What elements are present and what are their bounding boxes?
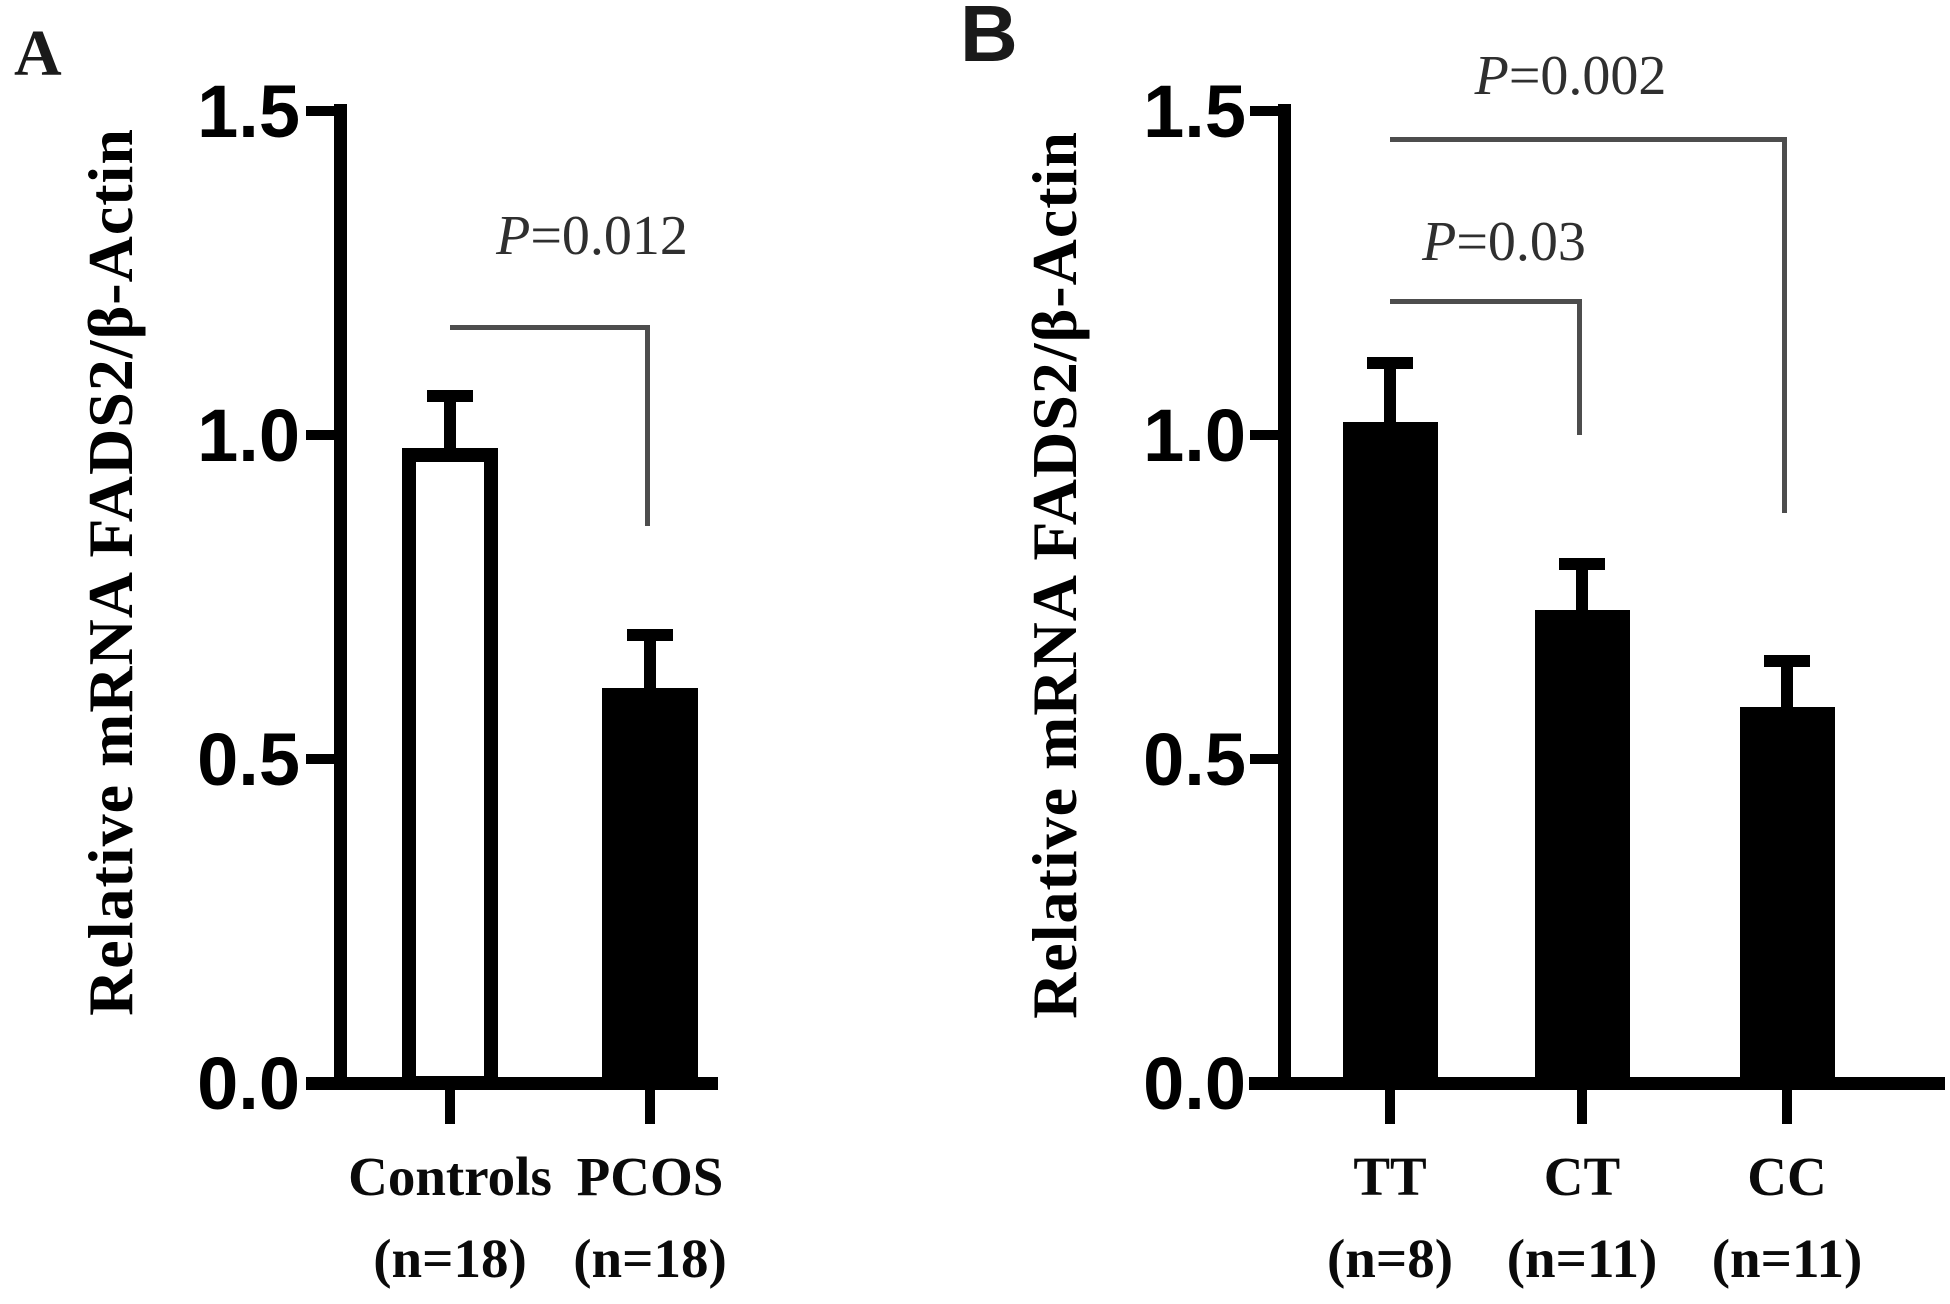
y-axis-panel-a <box>334 104 347 1090</box>
significance-bracket-line-panel-b <box>1390 137 1787 142</box>
error-bar-cap-pcos <box>627 629 673 641</box>
x-category-label-controls: Controls (n=18) <box>280 1136 620 1300</box>
p-value-label-panel-b: P=0.03 <box>1274 210 1734 274</box>
y-axis-panel-b <box>1278 104 1291 1090</box>
error-bar-cap-cc <box>1764 655 1810 667</box>
x-category-label-tt: TT (n=8) <box>1240 1136 1540 1300</box>
significance-bracket-drop-panel-b <box>1577 299 1582 435</box>
panel-b-letter: B <box>960 0 1018 78</box>
x-tick-ct <box>1577 1090 1587 1124</box>
panel-a-letter: A <box>14 17 62 90</box>
p-value-label-panel-b: P=0.002 <box>1341 44 1801 108</box>
bar-controls <box>402 448 498 1090</box>
error-bar-cap-controls <box>427 390 473 402</box>
error-bar-stem-cc <box>1781 655 1793 711</box>
significance-bracket-drop-panel-a <box>645 325 650 526</box>
y-axis-title-panel-b: Relative mRNA FADS2/β-Actin <box>1019 131 1090 1019</box>
x-category-label-ct: CT (n=11) <box>1432 1136 1732 1300</box>
y-tick-label-panel-b: 1.5 <box>1143 69 1246 153</box>
y-tick-panel-b <box>1250 106 1278 116</box>
y-tick-panel-a <box>306 430 334 440</box>
y-tick-label-panel-a: 1.0 <box>197 393 300 477</box>
x-category-line: Controls <box>348 1146 552 1207</box>
bar-ct <box>1534 610 1630 1090</box>
p-value-label-panel-a: P=0.012 <box>362 204 822 268</box>
p-symbol: P <box>1422 211 1457 273</box>
x-category-line: (n=18) <box>573 1228 727 1289</box>
y-tick-panel-a <box>306 106 334 116</box>
error-bar-stem-tt <box>1384 357 1396 426</box>
x-tick-tt <box>1385 1090 1395 1124</box>
x-category-line: TT <box>1353 1146 1427 1207</box>
x-tick-controls <box>445 1090 455 1124</box>
p-symbol: P <box>496 205 531 267</box>
x-category-line: (n=11) <box>1506 1228 1658 1289</box>
x-tick-pcos <box>645 1090 655 1124</box>
x-category-line: (n=11) <box>1711 1228 1863 1289</box>
x-category-line: CC <box>1747 1146 1827 1207</box>
y-tick-label-panel-a: 0.0 <box>197 1041 300 1125</box>
x-tick-cc <box>1782 1090 1792 1124</box>
error-bar-stem-pcos <box>644 629 656 692</box>
p-symbol: P <box>1474 45 1509 107</box>
y-tick-label-panel-b: 0.0 <box>1143 1041 1246 1125</box>
x-category-line: (n=8) <box>1326 1228 1454 1289</box>
significance-bracket-line-panel-b <box>1390 299 1582 304</box>
y-tick-panel-a <box>306 754 334 764</box>
y-tick-label-panel-b: 1.0 <box>1143 393 1246 477</box>
bar-pcos <box>602 688 698 1090</box>
x-category-line: PCOS <box>576 1146 724 1207</box>
significance-bracket-line-panel-a <box>450 325 650 330</box>
error-bar-cap-tt <box>1367 357 1413 369</box>
p-value-text: =0.002 <box>1508 45 1667 107</box>
y-tick-panel-b <box>1250 430 1278 440</box>
bar-cc <box>1739 707 1835 1090</box>
error-bar-cap-ct <box>1559 558 1605 570</box>
significance-bracket-drop-panel-b <box>1782 137 1787 513</box>
y-tick-label-panel-b: 0.5 <box>1143 717 1246 801</box>
x-category-label-cc: CC (n=11) <box>1637 1136 1937 1300</box>
x-category-label-pcos: PCOS (n=18) <box>480 1136 820 1300</box>
y-tick-panel-b <box>1250 754 1278 764</box>
x-category-line: (n=18) <box>373 1228 527 1289</box>
error-bar-stem-controls <box>444 390 456 452</box>
x-category-line: CT <box>1543 1146 1621 1207</box>
error-bar-stem-ct <box>1576 558 1588 614</box>
y-tick-label-panel-a: 1.5 <box>197 69 300 153</box>
bar-tt <box>1342 422 1438 1090</box>
y-tick-label-panel-a: 0.5 <box>197 717 300 801</box>
p-value-text: =0.012 <box>530 205 688 267</box>
y-axis-title-panel-a: Relative mRNA FADS2/β-Actin <box>75 128 146 1016</box>
p-value-text: =0.03 <box>1456 211 1586 273</box>
